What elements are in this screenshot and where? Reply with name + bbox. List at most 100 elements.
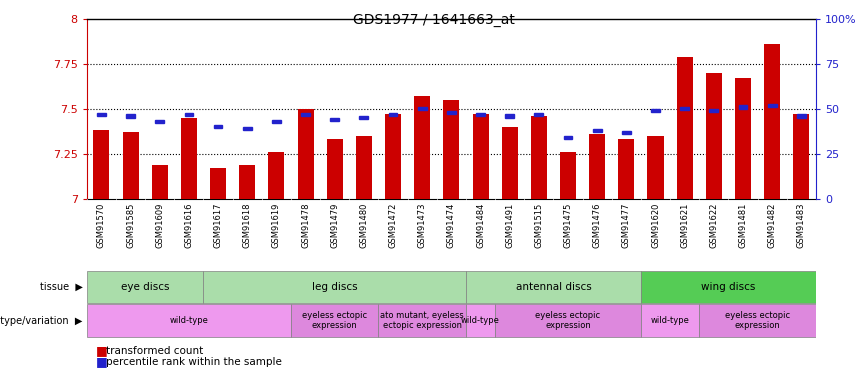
Bar (472, 114, 489, 199)
Bar (359, 116, 368, 119)
Text: GSM91619: GSM91619 (272, 202, 281, 248)
Text: eyeless ectopic
expression: eyeless ectopic expression (536, 311, 601, 330)
Bar (331, 118, 339, 121)
Text: GSM91621: GSM91621 (681, 202, 689, 248)
Bar (681, 107, 689, 110)
Bar (185, 112, 194, 116)
Bar (622, 130, 631, 134)
Bar (155, 120, 164, 123)
Bar (466, 304, 495, 337)
Text: eyeless ectopic
expression: eyeless ectopic expression (302, 311, 367, 330)
Bar (648, 136, 663, 199)
Text: GSM91479: GSM91479 (330, 202, 339, 248)
Bar (291, 304, 378, 337)
Bar (641, 304, 700, 337)
Text: GSM91474: GSM91474 (447, 202, 456, 248)
Bar (560, 152, 576, 199)
Bar (477, 112, 485, 116)
Text: eyeless ectopic
expression: eyeless ectopic expression (725, 311, 790, 330)
Bar (739, 105, 747, 109)
Bar (764, 44, 780, 199)
Bar (735, 78, 751, 199)
Bar (618, 140, 635, 199)
Text: GSM91585: GSM91585 (126, 202, 135, 248)
Bar (298, 109, 313, 199)
Bar (706, 73, 722, 199)
Bar (418, 107, 426, 110)
Bar (214, 125, 222, 128)
Text: GSM91620: GSM91620 (651, 202, 660, 248)
Bar (593, 129, 602, 132)
Bar (531, 116, 547, 199)
Bar (677, 57, 693, 199)
Text: GSM91477: GSM91477 (621, 202, 631, 248)
Bar (94, 130, 109, 199)
Bar (641, 271, 816, 303)
Text: wild-type: wild-type (461, 316, 500, 325)
Bar (203, 271, 466, 303)
Bar (378, 304, 466, 337)
Bar (651, 109, 660, 112)
Bar (97, 112, 106, 116)
Text: ato mutant, eyeless
ectopic expression: ato mutant, eyeless ectopic expression (380, 311, 464, 330)
Bar (210, 168, 226, 199)
Bar (152, 165, 168, 199)
Text: ■: ■ (95, 356, 108, 368)
Text: GSM91484: GSM91484 (476, 202, 485, 248)
Text: GSM91618: GSM91618 (243, 202, 252, 248)
Text: GSM91473: GSM91473 (418, 202, 427, 248)
Text: antennal discs: antennal discs (516, 282, 591, 292)
Bar (414, 96, 431, 199)
Bar (466, 271, 641, 303)
Bar (389, 112, 398, 116)
Bar (793, 114, 809, 199)
Text: GSM91616: GSM91616 (184, 202, 194, 248)
Text: GSM91622: GSM91622 (709, 202, 719, 248)
Bar (589, 134, 605, 199)
Bar (87, 271, 203, 303)
Bar (495, 304, 641, 337)
Text: GSM91475: GSM91475 (563, 202, 573, 248)
Bar (268, 152, 285, 199)
Bar (797, 114, 806, 118)
Text: GSM91491: GSM91491 (505, 202, 514, 248)
Bar (505, 114, 514, 118)
Text: GSM91483: GSM91483 (797, 202, 806, 248)
Text: wild-type: wild-type (169, 316, 208, 325)
Bar (563, 136, 572, 139)
Text: GSM91617: GSM91617 (214, 202, 222, 248)
Text: GDS1977 / 1641663_at: GDS1977 / 1641663_at (353, 13, 515, 27)
Bar (122, 132, 139, 199)
Text: GSM91476: GSM91476 (593, 202, 602, 248)
Text: percentile rank within the sample: percentile rank within the sample (106, 357, 282, 367)
Text: GSM91570: GSM91570 (97, 202, 106, 248)
Bar (700, 304, 816, 337)
Text: GSM91515: GSM91515 (535, 202, 543, 248)
Text: transformed count: transformed count (106, 346, 203, 355)
Text: ■: ■ (95, 344, 108, 357)
Bar (768, 104, 777, 107)
Bar (301, 112, 310, 116)
Text: GSM91482: GSM91482 (767, 202, 777, 248)
Bar (444, 100, 459, 199)
Bar (447, 111, 456, 114)
Bar (181, 118, 197, 199)
Text: wing discs: wing discs (701, 282, 756, 292)
Text: wild-type: wild-type (651, 316, 689, 325)
Bar (709, 109, 718, 112)
Text: GSM91609: GSM91609 (155, 202, 164, 248)
Text: eye discs: eye discs (121, 282, 169, 292)
Text: tissue  ▶: tissue ▶ (40, 282, 82, 292)
Bar (502, 127, 517, 199)
Bar (126, 114, 135, 118)
Text: GSM91478: GSM91478 (301, 202, 310, 248)
Bar (535, 112, 543, 116)
Bar (326, 140, 343, 199)
Text: GSM91480: GSM91480 (359, 202, 368, 248)
Bar (243, 127, 252, 130)
Bar (385, 114, 401, 199)
Text: GSM91472: GSM91472 (389, 202, 398, 248)
Bar (240, 165, 255, 199)
Bar (272, 120, 280, 123)
Bar (87, 304, 291, 337)
